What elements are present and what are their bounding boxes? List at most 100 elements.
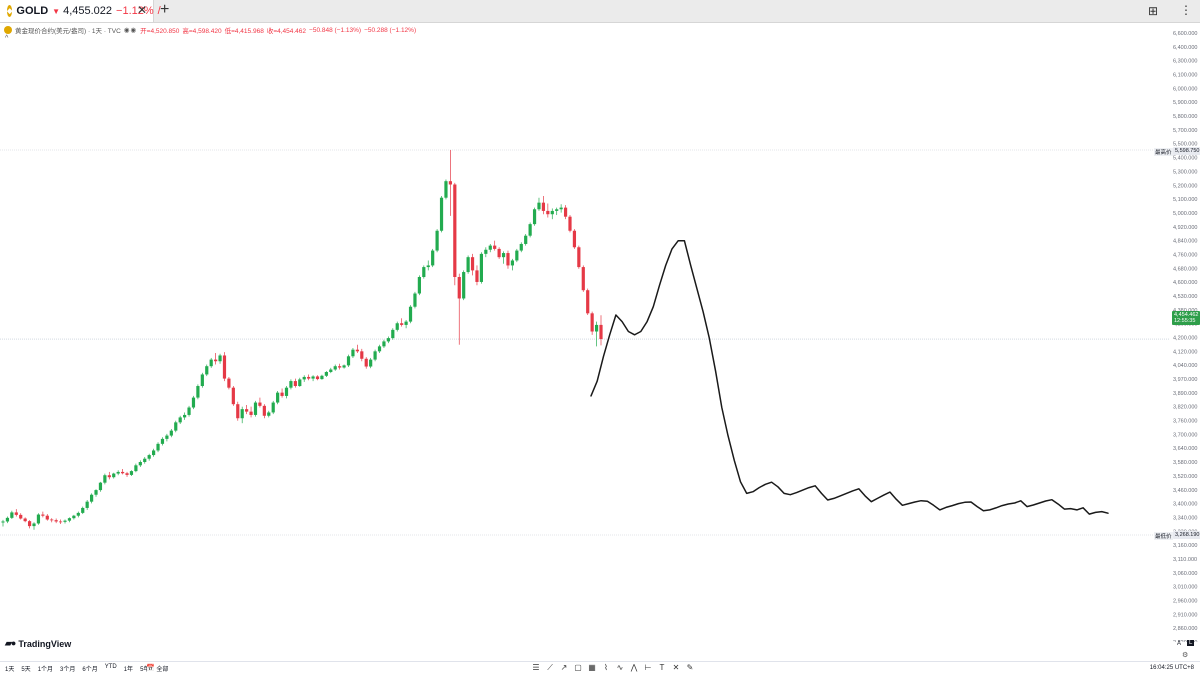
layout-icon[interactable]: ⊞ bbox=[1148, 4, 1159, 18]
candle-body bbox=[342, 365, 346, 368]
pencil-icon[interactable]: ✎ bbox=[686, 663, 694, 672]
candle-body bbox=[497, 248, 501, 258]
tradingview-logo[interactable]: ▰● TradingView bbox=[5, 638, 71, 649]
menu-icon[interactable]: ⋮ bbox=[1180, 3, 1192, 17]
price-chart[interactable]: 6,600.000 6,400.000 6,300.000 6,100.000 6,00… bbox=[0, 22, 1200, 642]
tab-bar: ◆ GOLD ▼ 4,455.022 −1.12% / ✕ + ⊞ ⋮ bbox=[0, 0, 1200, 23]
interval-3[interactable]: 3个月 bbox=[60, 667, 76, 673]
cross-icon[interactable]: ✕ bbox=[672, 663, 680, 672]
legend-eye-icon[interactable]: ◉◉ bbox=[123, 27, 138, 34]
legend-close: 收=4,454.462 bbox=[266, 28, 307, 35]
y-tick-label: 6,300.000 bbox=[1173, 59, 1197, 65]
y-tick-label: 4,040.000 bbox=[1173, 363, 1197, 369]
candle-body bbox=[338, 366, 342, 368]
candle-body bbox=[493, 245, 497, 249]
bottom-toolbar: 1天 5天 1个月 3个月 6个月 YTD 1年 5年 全部 📅 ☰ ⟋ ↗ ▢ ▦ ⌇ ∿ ⋀… bbox=[0, 661, 1200, 676]
y-tick-label: 5,300.000 bbox=[1173, 169, 1197, 175]
candle-body bbox=[134, 465, 138, 472]
candle-body bbox=[67, 518, 72, 521]
candle-body bbox=[324, 371, 328, 376]
candle-body bbox=[501, 253, 506, 258]
candle-body bbox=[479, 253, 483, 282]
candle-body bbox=[1, 521, 5, 523]
grid-icon[interactable]: ▦ bbox=[588, 663, 596, 672]
candle-body bbox=[470, 257, 475, 271]
y-tick-label: 2,860.000 bbox=[1173, 626, 1197, 632]
y-tick-label: 3,890.000 bbox=[1173, 391, 1197, 397]
fib-icon[interactable]: ☰ bbox=[532, 663, 540, 672]
candle-body bbox=[107, 475, 111, 478]
candle-body bbox=[572, 230, 577, 248]
candle-body bbox=[329, 369, 333, 372]
interval-8[interactable]: 全部 bbox=[156, 667, 169, 673]
candle-body bbox=[187, 407, 191, 415]
y-tick-label: 6,600.000 bbox=[1173, 31, 1197, 37]
low-marker-label: 最低价 bbox=[1154, 532, 1173, 540]
interval-5[interactable]: YTD bbox=[104, 664, 117, 670]
path-icon[interactable]: ⌇ bbox=[604, 663, 608, 672]
candle-body bbox=[45, 515, 49, 520]
candle-body bbox=[183, 414, 187, 418]
pattern-icon[interactable]: ⋀ bbox=[630, 663, 638, 672]
tab-price: 4,455.022 bbox=[63, 5, 113, 17]
interval-2[interactable]: 1个月 bbox=[37, 667, 54, 673]
y-tick-label: 2,960.000 bbox=[1173, 598, 1197, 604]
arrow-line-icon[interactable]: ↗ bbox=[560, 663, 568, 672]
trend-line-icon[interactable]: ⟋ bbox=[547, 663, 553, 672]
add-tab-icon[interactable]: + bbox=[160, 1, 170, 18]
candle-body bbox=[417, 276, 421, 294]
legend-low: 低=4,415.968 bbox=[224, 28, 264, 35]
candle-body bbox=[462, 272, 466, 299]
y-tick-label: 4,920.000 bbox=[1173, 225, 1197, 231]
y-tick-label: 3,580.000 bbox=[1173, 460, 1197, 466]
settings-gear-icon[interactable]: ⚙ bbox=[1182, 652, 1189, 659]
current-price-value: 4,454.462 bbox=[1174, 312, 1199, 318]
y-tick-label: 4,760.000 bbox=[1173, 252, 1197, 258]
date-range-icon[interactable]: 📅 bbox=[146, 665, 155, 672]
candle-body bbox=[245, 409, 249, 412]
tab-change: −1.12% bbox=[116, 5, 154, 17]
interval-0[interactable]: 1天 bbox=[5, 667, 15, 673]
legend-collapse-icon[interactable]: ^ bbox=[5, 35, 9, 42]
candle-body bbox=[116, 471, 120, 474]
interval-6[interactable]: 1年 bbox=[123, 667, 134, 673]
symbol-tab[interactable]: ◆ GOLD ▼ 4,455.022 −1.12% / ✕ bbox=[0, 0, 161, 22]
auto-scale-button[interactable]: A bbox=[1177, 641, 1182, 647]
text-icon[interactable]: T bbox=[659, 663, 665, 672]
candle-body bbox=[333, 366, 337, 370]
candle-body bbox=[98, 482, 103, 491]
candle-body bbox=[240, 409, 244, 419]
candle-body bbox=[484, 249, 488, 254]
candle-body bbox=[227, 378, 231, 388]
candle-body bbox=[191, 397, 196, 408]
log-scale-button[interactable]: L bbox=[1187, 640, 1195, 646]
interval-7[interactable]: 5年 bbox=[140, 667, 150, 673]
measure-icon[interactable]: ⊢ bbox=[644, 663, 652, 672]
candle-body bbox=[448, 181, 452, 185]
candle-body bbox=[112, 473, 116, 478]
y-tick-label: 6,400.000 bbox=[1173, 45, 1197, 51]
candle-body bbox=[413, 293, 417, 307]
interval-1[interactable]: 5天 bbox=[21, 667, 31, 673]
candle-body bbox=[457, 276, 461, 299]
candle-body bbox=[284, 387, 289, 396]
close-tab-icon[interactable]: ✕ bbox=[136, 3, 147, 17]
rectangle-icon[interactable]: ▢ bbox=[574, 663, 582, 672]
candle-body bbox=[506, 253, 510, 266]
candle-body bbox=[568, 216, 572, 231]
current-price-tag: 4,454.462 12:55:35 bbox=[1172, 311, 1200, 325]
brush-icon[interactable]: ∿ bbox=[616, 663, 624, 672]
y-tick-label: 4,680.000 bbox=[1173, 266, 1197, 272]
high-marker-value: 5,598.750 bbox=[1173, 147, 1200, 155]
interval-4[interactable]: 6个月 bbox=[82, 667, 98, 673]
candle-body bbox=[315, 376, 320, 380]
down-triangle-icon: ▼ bbox=[52, 6, 61, 16]
candle-body bbox=[422, 267, 426, 277]
candle-body bbox=[386, 338, 390, 342]
candle-body bbox=[382, 341, 386, 347]
candle-body bbox=[431, 250, 435, 266]
candle-body bbox=[400, 323, 404, 325]
candle-body bbox=[395, 323, 399, 330]
tradingview-name: TradingView bbox=[18, 638, 72, 649]
drawing-tools: ☰ ⟋ ↗ ▢ ▦ ⌇ ∿ ⋀ ⊢ T ✕ ✎ bbox=[529, 663, 697, 673]
